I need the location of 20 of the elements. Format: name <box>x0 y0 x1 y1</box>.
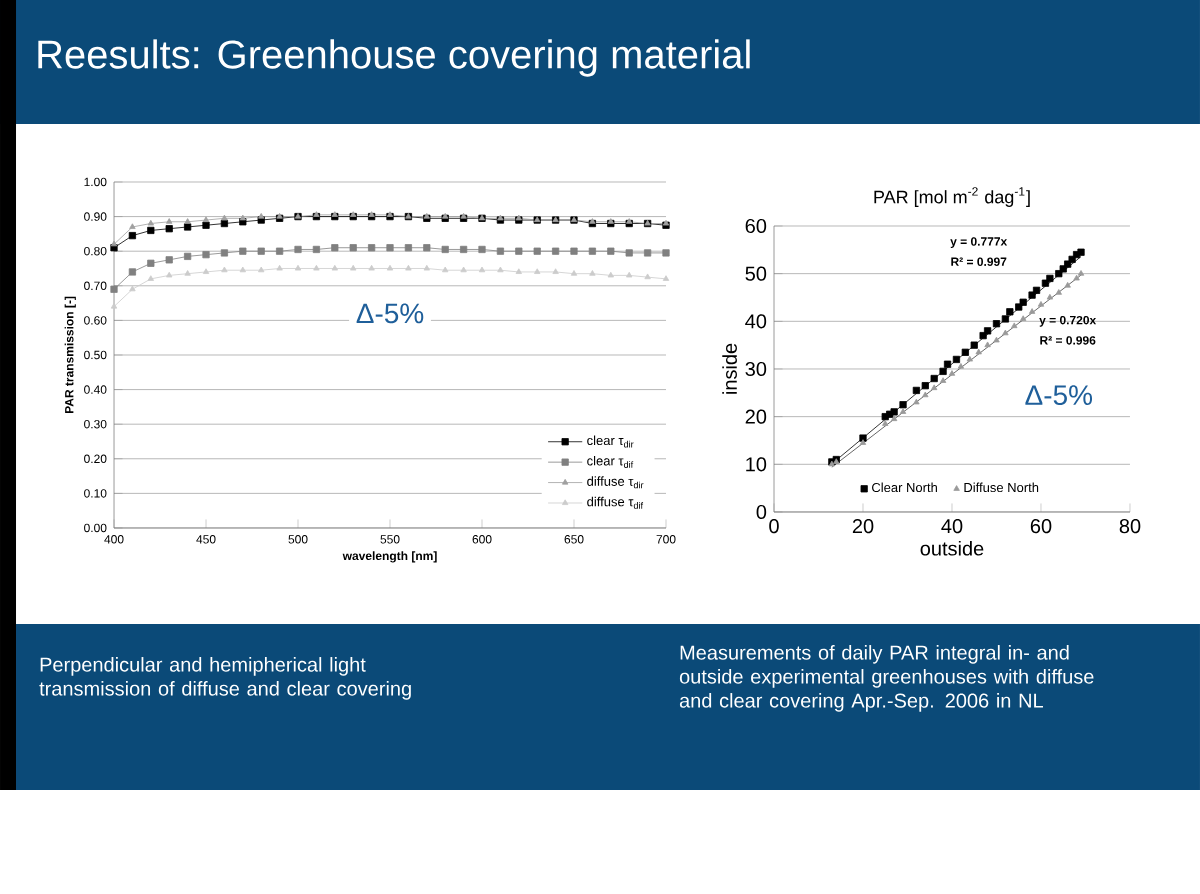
y-tick-label: 40 <box>745 314 767 329</box>
y-tick-label: 10 <box>746 457 767 472</box>
x-tick-label: 0 <box>769 519 779 534</box>
y-axis-title: inside <box>722 343 737 394</box>
y-tick-label: 30 <box>745 361 767 377</box>
y-tick-label: 20 <box>745 409 767 424</box>
annotation: Δ-5% <box>356 303 424 324</box>
x-tick-label: 80 <box>1119 519 1141 534</box>
chart-title: Reesults: Greenhouse covering material <box>38 39 750 77</box>
x-tick-label: 40 <box>941 519 963 534</box>
text: Perpendicular and hemipherical light transmission of diffuse and clear covering <box>39 657 411 700</box>
y-tick-label: 50 <box>745 266 767 281</box>
y-tick-label: 0 <box>756 504 767 520</box>
x-axis-title: outside <box>920 540 984 556</box>
annotation: Δ-5% <box>1025 385 1093 406</box>
y-tick-label: 60 <box>745 218 767 234</box>
x-tick-label: 60 <box>1030 519 1052 534</box>
text: Measurements of daily PAR integral in- and outside experimental greenhouses with diffuse and clear covering Apr.-Sep. 2006 in NL <box>679 645 1094 712</box>
chart-title: PAR [mol m$^{-2}$ dag$^{-1}$] <box>874 187 1030 207</box>
x-tick-label: 20 <box>852 519 874 534</box>
